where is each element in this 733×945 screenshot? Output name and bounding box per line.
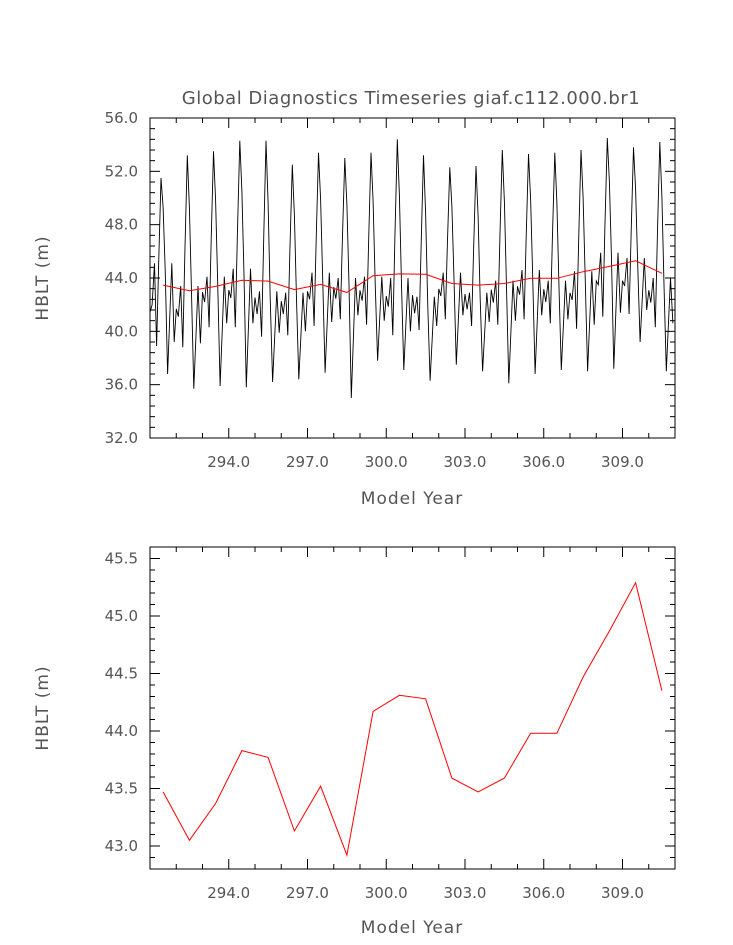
top-panel: Global Diagnostics Timeseries giaf.c112.… [33,88,676,509]
plot-frame [149,546,676,870]
y-axis-label: HBLT (m) [33,665,53,750]
x-tick-label: 303.0 [444,884,487,902]
y-tick-label: 36.0 [105,376,138,394]
y-tick-label: 45.5 [105,550,138,568]
x-tick-label: 300.0 [365,453,408,471]
annual-mean-series-line [162,260,663,293]
annual-mean-series-line [162,581,663,858]
y-tick-label: 44.0 [105,722,138,740]
x-axis-label: Model Year [361,918,463,938]
y-tick-label: 44.0 [105,269,138,287]
monthly-series-line [149,137,674,399]
x-tick-label: 294.0 [207,453,250,471]
x-tick-label: 309.0 [601,884,644,902]
x-tick-label: 297.0 [286,884,329,902]
bottom-panel: 294.0 297.0 300.0 303.0 306.0 309.0 43.043.54… [33,546,676,938]
y-tick-label: 43.0 [105,837,138,855]
y-tick-label: 40.0 [105,322,138,340]
y-tick-label: 45.0 [105,607,138,625]
y-tick-label: 56.0 [105,109,138,127]
x-tick-label: 306.0 [522,884,565,902]
plot-frame [149,117,676,439]
y-tick-label: 32.0 [105,429,138,447]
y-tick-labels: 32.0 36.0 40.0 44.0 48.0 52.0 56.0 [105,109,138,447]
x-tick-label: 309.0 [601,453,644,471]
x-axis-label: Model Year [361,489,463,509]
axis-ticks [149,546,676,870]
series-group [149,137,674,399]
series-group [162,581,663,858]
x-tick-label: 300.0 [365,884,408,902]
x-tick-labels: 294.0 297.0 300.0 303.0 306.0 309.0 [207,884,644,902]
x-tick-label: 297.0 [286,453,329,471]
chart-title: Global Diagnostics Timeseries giaf.c112.… [182,88,640,109]
x-tick-label: 303.0 [444,453,487,471]
axis-ticks [149,117,676,439]
y-tick-labels: 43.0 43.5 44.0 44.5 45.0 45.5 [105,550,138,856]
y-tick-label: 48.0 [105,216,138,234]
x-tick-labels: 294.0 297.0 300.0 303.0 306.0 309.0 [207,453,644,471]
y-tick-label: 52.0 [105,162,138,180]
y-tick-label: 44.5 [105,665,138,683]
y-axis-label: HBLT (m) [33,235,53,320]
x-tick-label: 294.0 [207,884,250,902]
x-tick-label: 306.0 [522,453,565,471]
y-tick-label: 43.5 [105,780,138,798]
